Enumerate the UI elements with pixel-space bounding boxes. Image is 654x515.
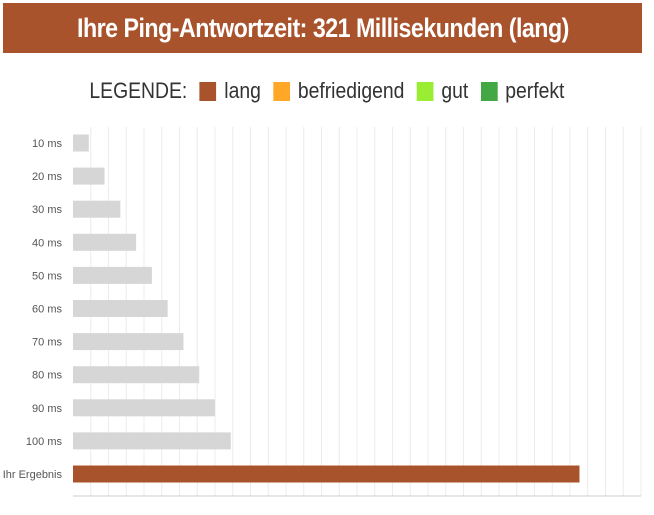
legend-text-befriedigend: befriedigend	[297, 78, 405, 103]
legend-swatch-lang	[199, 81, 217, 101]
bar-reference	[73, 266, 152, 284]
bar-reference	[73, 167, 105, 185]
legend-swatch-befriedigend	[273, 81, 290, 101]
legend-text-gut: gut	[441, 78, 469, 103]
legend-item-perfekt: perfekt	[480, 78, 565, 104]
y-tick-label: 50 ms	[32, 270, 62, 282]
bar-reference	[73, 233, 137, 251]
y-tick-label: 80 ms	[32, 370, 62, 382]
y-tick-label: 100 ms	[26, 436, 63, 448]
y-tick-label: Ihr Ergebnis	[3, 469, 63, 481]
bar-reference	[73, 399, 215, 417]
y-tick-label: 30 ms	[32, 204, 62, 216]
title-bar: Ihre Ping-Antwortzeit: 321 Millisekunden…	[3, 3, 642, 53]
legend-text-perfekt: perfekt	[505, 78, 565, 103]
bar-result	[73, 465, 580, 483]
legend-item-gut: gut	[416, 78, 469, 104]
y-tick-label: 70 ms	[32, 337, 62, 349]
bar-reference	[73, 200, 121, 218]
legend-swatch-gut	[416, 81, 434, 101]
bar-reference	[73, 432, 231, 450]
y-tick-label: 20 ms	[32, 171, 62, 183]
y-tick-label: 40 ms	[32, 237, 62, 249]
chart-title: Ihre Ping-Antwortzeit: 321 Millisekunden…	[76, 12, 569, 43]
legend: LEGENDE: lang befriedigend gut perfekt	[0, 76, 654, 106]
y-tick-label: 60 ms	[32, 304, 62, 316]
bar-reference	[73, 333, 184, 351]
legend-row: LEGENDE: lang befriedigend gut perfekt	[89, 78, 564, 104]
y-tick-label: 10 ms	[32, 138, 62, 150]
y-tick-label: 90 ms	[32, 403, 62, 415]
bar-reference	[73, 300, 168, 317]
legend-item-lang: lang	[199, 78, 261, 104]
bar-reference	[73, 134, 89, 152]
legend-item-befriedigend: befriedigend	[273, 78, 404, 104]
legend-text-lang: lang	[224, 78, 261, 103]
legend-swatch-perfekt	[480, 81, 498, 101]
bar-reference	[73, 366, 200, 384]
legend-label: LEGENDE:	[89, 78, 188, 103]
